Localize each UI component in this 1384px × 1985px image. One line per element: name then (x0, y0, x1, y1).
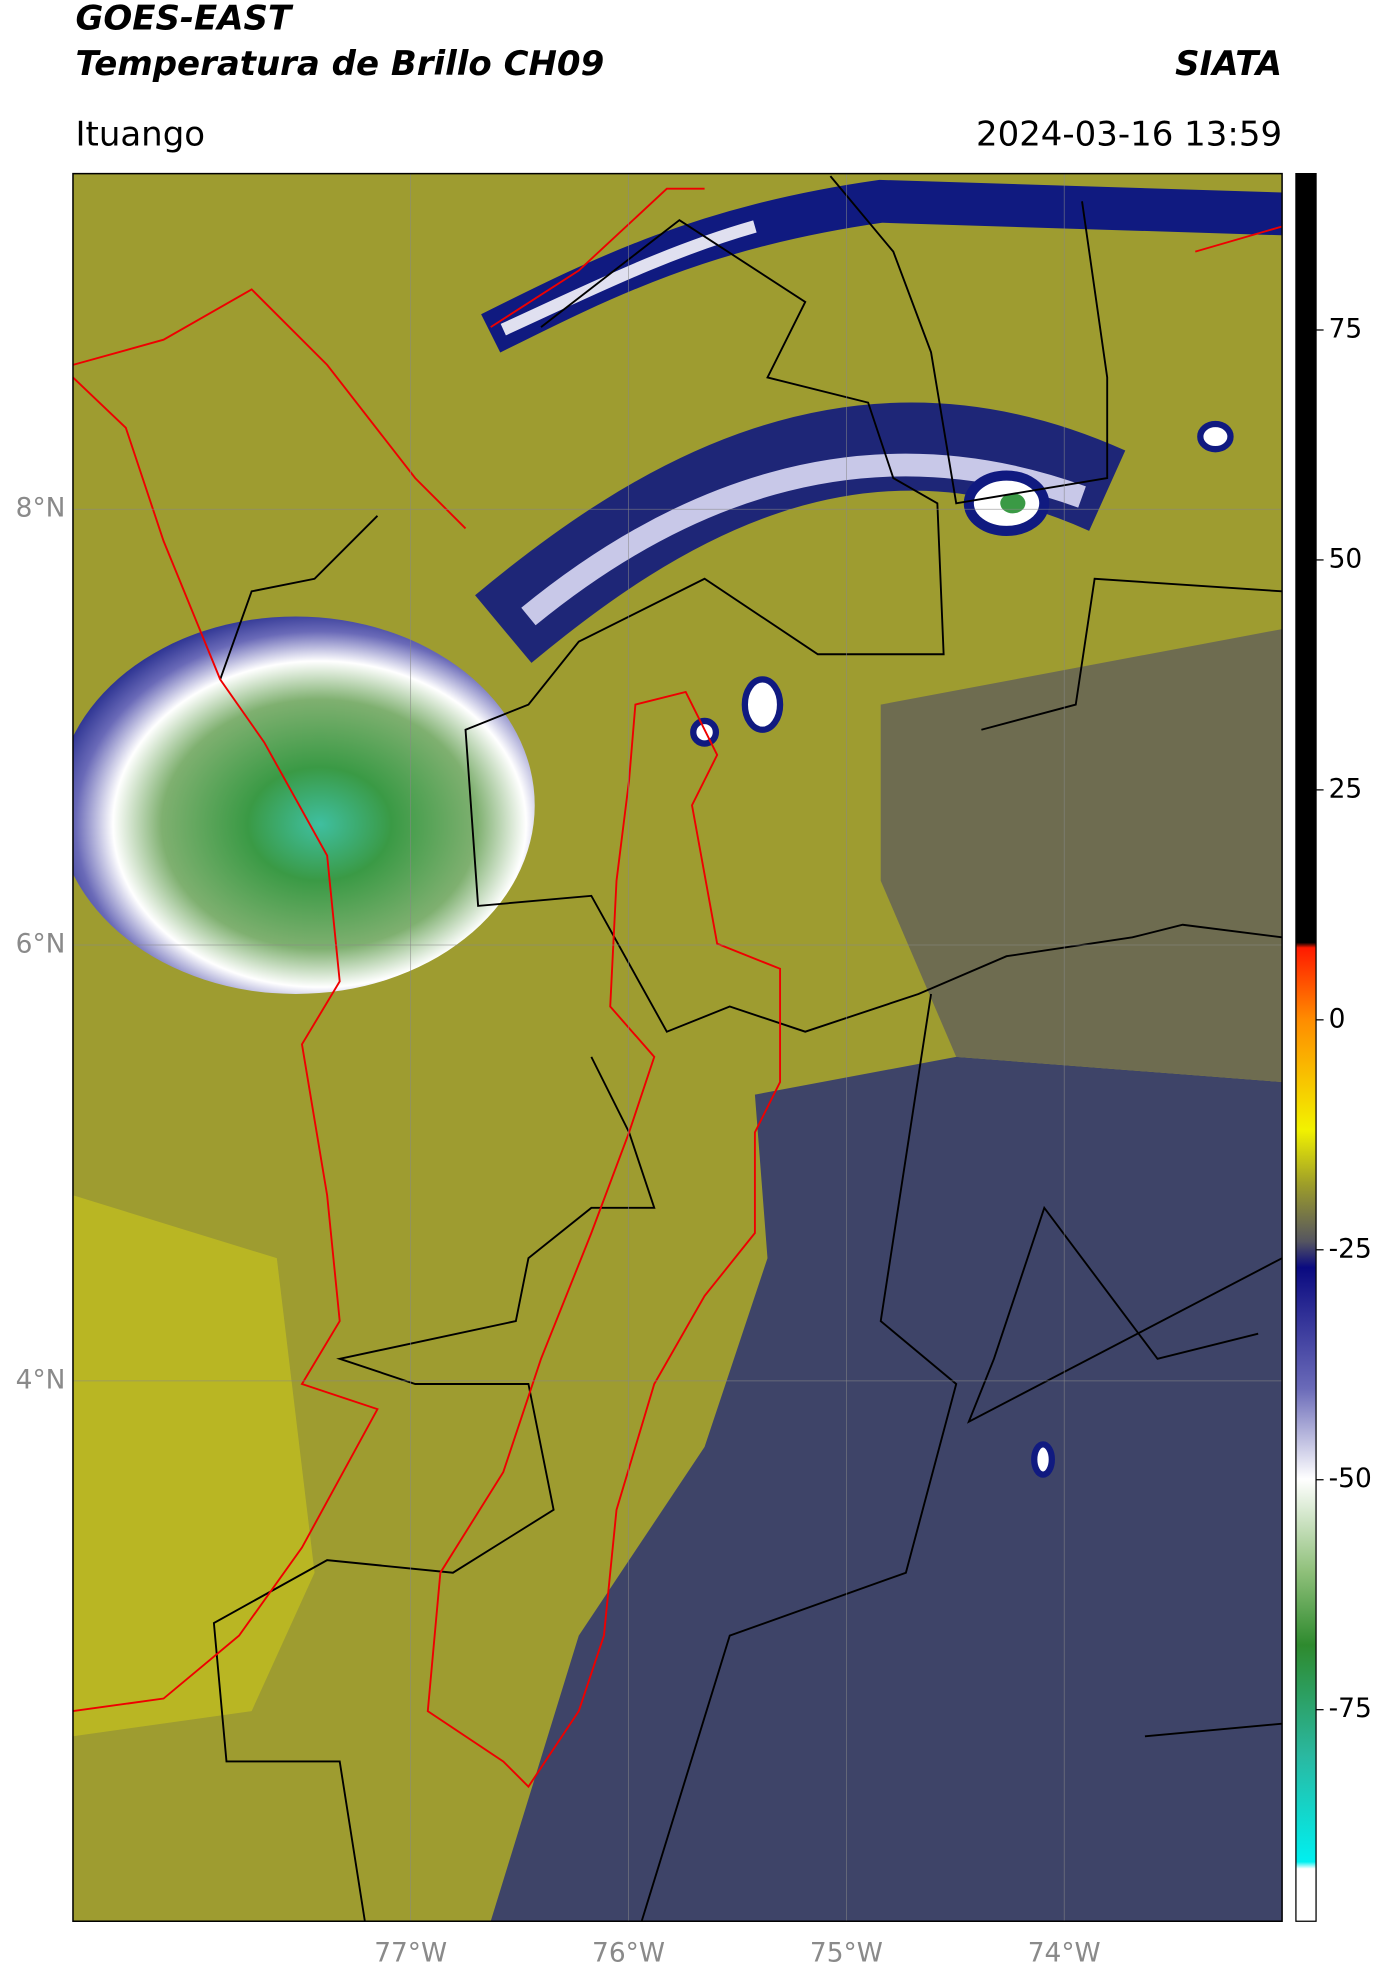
title: GOES-EAST (75, 0, 293, 39)
colorbar-tick-label: 50 (1329, 543, 1363, 574)
x-tick-label: 76°W (592, 1937, 665, 1968)
borders (212, 175, 1283, 1922)
border-line (966, 1205, 1283, 1424)
border-line (219, 515, 379, 680)
cloud-cell (1197, 420, 1234, 453)
cloud-cell (741, 676, 784, 733)
border-line (640, 993, 958, 1922)
colorbar-tick-label: -75 (1329, 1693, 1372, 1724)
colorbar-tick-label: 0 (1329, 1003, 1346, 1034)
y-tick-label: 6°N (16, 929, 66, 960)
datetime: 2024-03-16 13:59 (976, 114, 1282, 154)
coastline (490, 187, 705, 328)
border-line (1144, 1722, 1283, 1738)
coastline (1195, 225, 1283, 253)
coastline (72, 288, 467, 530)
colorbar (1295, 172, 1317, 1922)
y-tick-label: 8°N (16, 493, 66, 524)
cloud-cell (1031, 1441, 1055, 1478)
border-line (981, 577, 1283, 731)
location: Ituango (75, 114, 205, 154)
x-tick-label: 74°W (1028, 1937, 1101, 1968)
cloud-cell-core (1000, 493, 1026, 514)
y-tick-label: 4°N (16, 1364, 66, 1395)
grid (72, 173, 1283, 1922)
border-line (829, 175, 1109, 505)
cool-region (490, 1056, 1283, 1922)
region-outlines (72, 187, 1283, 1789)
colorbar-tick-label: -50 (1329, 1463, 1372, 1494)
coastline (72, 376, 379, 1713)
colorbar-tick-label: 25 (1329, 773, 1363, 804)
x-tick-label: 75°W (810, 1937, 883, 1968)
border-line (212, 1056, 656, 1922)
x-tick-label: 77°W (374, 1937, 447, 1968)
map-frame (72, 172, 1283, 1922)
map-image (72, 173, 1283, 1922)
border-line (464, 219, 1283, 1033)
colorbar-tick-label: -25 (1329, 1233, 1372, 1264)
cloud-streak-core (500, 220, 757, 336)
mid-region (880, 629, 1283, 1083)
brand: SIATA (1175, 44, 1282, 84)
cloud-cell (690, 717, 720, 747)
cloud-band-core (521, 453, 1086, 626)
colorbar-tick-label: 75 (1329, 313, 1363, 344)
ituango-region (426, 690, 782, 1789)
convective-cloud (72, 616, 535, 994)
subtitle: Temperatura de Brillo CH09 (75, 44, 604, 84)
